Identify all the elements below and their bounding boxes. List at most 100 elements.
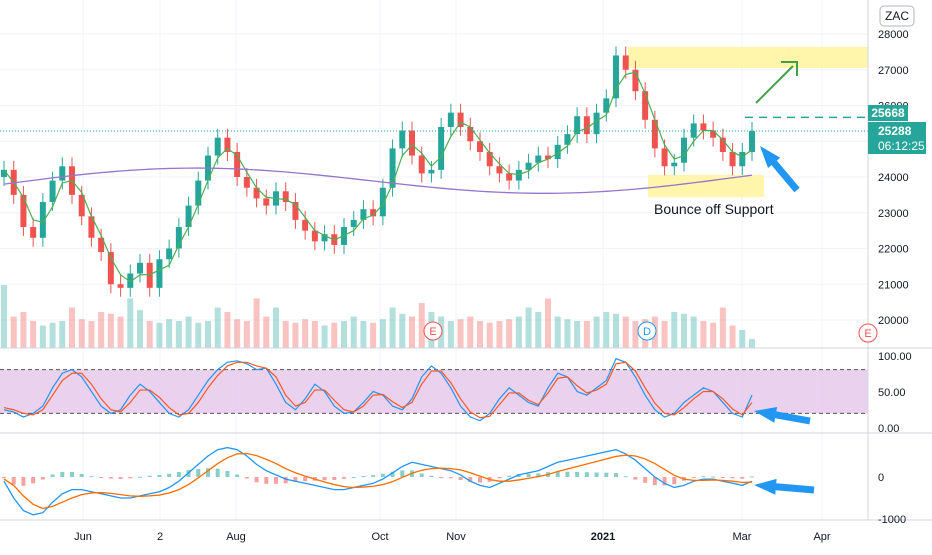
candle-body (467, 126, 474, 142)
price-tick-label: 24000 (878, 172, 909, 184)
symbol-badge[interactable] (879, 5, 915, 27)
candle-body (457, 112, 464, 127)
macd-histogram-bar (468, 477, 473, 483)
price-tick-label: 27000 (878, 65, 909, 77)
grid (0, 0, 868, 520)
ma-fast-line (3, 71, 753, 283)
volume-bar (98, 312, 105, 348)
macd-histogram-bar (21, 477, 26, 486)
candle-body (39, 202, 46, 238)
current-price-tag (868, 122, 926, 154)
macd-histogram-bar (342, 477, 346, 479)
stoch-tick-label: 0.00 (878, 423, 899, 435)
volume-bar (389, 307, 396, 348)
earnings-marker-label: E (864, 328, 871, 340)
candle-body (379, 187, 386, 217)
earnings-marker-icon[interactable] (423, 321, 443, 341)
volume-bar (20, 312, 27, 348)
macd-histogram-bar (215, 468, 220, 477)
stoch-k-line (3, 357, 753, 422)
date-tick-label: Mar (733, 531, 752, 543)
volume-bar (59, 321, 66, 348)
volume-bar (661, 321, 668, 348)
candle-body (234, 151, 241, 177)
stoch-band (0, 369, 868, 414)
macd-histogram-bar (380, 473, 385, 477)
candle-body (166, 248, 173, 260)
volume-bar (39, 325, 46, 348)
macd-arrow-icon (754, 478, 815, 495)
volume-bar (379, 319, 386, 348)
labels: ZAC Bounce off Support 25668 25288 06:12… (423, 5, 926, 343)
dividend-marker-icon[interactable] (637, 321, 657, 341)
candle-body (749, 130, 755, 152)
candle-body (719, 137, 726, 152)
macd-histogram-bar (584, 472, 589, 477)
macd-histogram-bar (99, 477, 104, 478)
earnings-marker-icon[interactable] (858, 323, 878, 343)
signal-line (3, 452, 753, 510)
support-annotation: Bounce off Support (654, 201, 774, 217)
macd-histogram-bar (293, 477, 298, 483)
macd-histogram-bar (196, 468, 201, 477)
candle-body (30, 227, 37, 238)
volume-bar (205, 321, 211, 348)
candle-body (506, 173, 513, 181)
macd-histogram-bar (31, 477, 36, 484)
macd-histogram-bar (70, 471, 74, 477)
macd-histogram-bar (730, 477, 735, 479)
countdown-text: 06:12:25 (878, 139, 925, 153)
candle-body (603, 98, 610, 113)
candle-body (545, 155, 551, 160)
macd-histogram-bar (254, 477, 259, 483)
candle-body (554, 144, 561, 160)
candle-body (622, 55, 629, 70)
volume-bar (341, 321, 347, 348)
candle-body (59, 166, 66, 181)
macd-histogram-bar (147, 475, 152, 477)
volume-bar (302, 319, 309, 348)
symbol-label: ZAC (885, 9, 909, 23)
volume-bar (700, 321, 707, 348)
macd-histogram-bar (400, 470, 405, 477)
candle-body (525, 162, 532, 170)
date-tick-label: Oct (371, 531, 388, 543)
macd-histogram-bar (594, 472, 599, 477)
candle-body (535, 155, 542, 163)
candle-body (389, 148, 396, 188)
macd-histogram-bar (526, 473, 531, 477)
volume-bar (545, 298, 551, 348)
volume-bar (739, 330, 746, 348)
volume-bar (729, 325, 736, 348)
macd-histogram-bar (264, 477, 269, 484)
candle-body (156, 259, 163, 288)
volume-bar (506, 319, 513, 348)
macd-histogram-bar (439, 477, 444, 478)
macd-histogram-bar (643, 477, 648, 483)
volume-bar (690, 316, 697, 348)
volume-bar (273, 307, 279, 348)
volume-bar (564, 319, 571, 348)
price-tick-label: 20000 (878, 315, 909, 327)
candle-body (370, 209, 377, 217)
macd-histogram-bar (555, 471, 560, 477)
volume-bar (583, 321, 590, 348)
candle-body (574, 116, 581, 135)
volume-bar (370, 322, 377, 348)
candle-body (642, 91, 649, 120)
volume-bar (554, 316, 561, 348)
candle-body (583, 116, 590, 135)
candle-body (632, 69, 639, 92)
candle-body (613, 55, 619, 99)
date-tick-label: Aug (226, 531, 246, 543)
macd-histogram-bar (419, 473, 424, 477)
macd-histogram-bar (274, 477, 278, 484)
volume-bar (30, 321, 37, 348)
resistance-zone (628, 47, 868, 68)
volume-bar (292, 322, 299, 348)
volume-bar (496, 321, 503, 348)
volume-bar (331, 322, 338, 348)
macd-histogram-bar (11, 477, 16, 485)
macd-histogram-bar (50, 474, 55, 477)
stoch-tick-label: 100.00 (878, 351, 912, 363)
